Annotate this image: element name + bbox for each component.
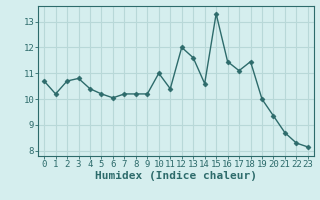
X-axis label: Humidex (Indice chaleur): Humidex (Indice chaleur) (95, 171, 257, 181)
